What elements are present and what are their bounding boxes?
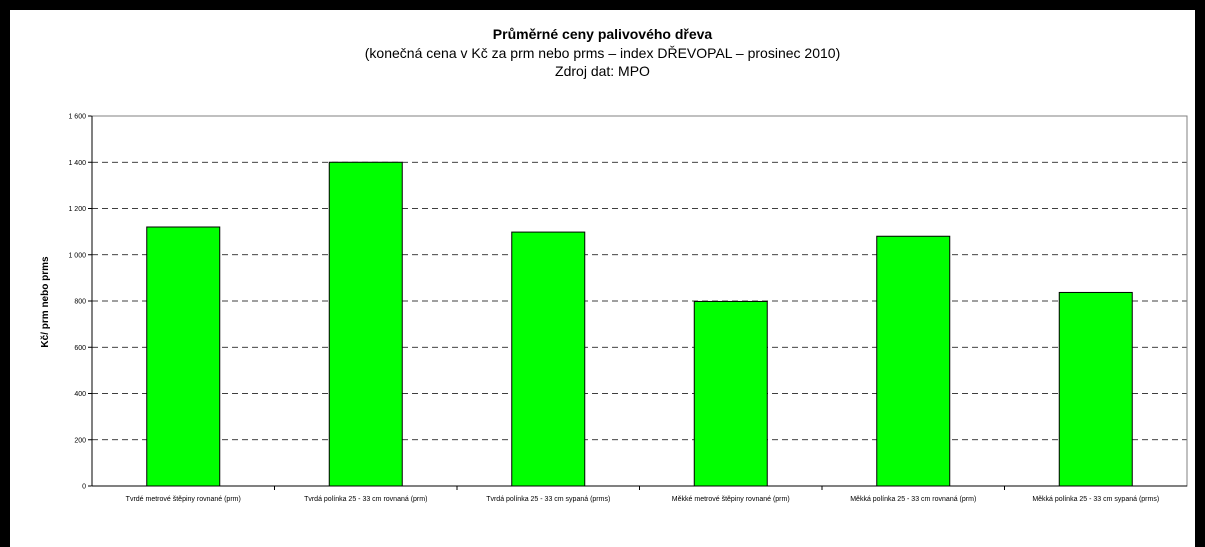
bar	[511, 231, 586, 487]
bar	[328, 161, 403, 487]
y-tick-label: 1 000	[68, 252, 86, 259]
chart-subtitle: (konečná cena v Kč za prm nebo prms – in…	[364, 45, 841, 61]
y-tick-label: 400	[74, 391, 86, 398]
y-tick-label: 1 200	[68, 206, 86, 213]
bars	[146, 161, 1133, 487]
y-axis-label: Kč/ prm nebo prms	[40, 256, 51, 348]
y-tick-label: 200	[74, 437, 86, 444]
bar	[876, 235, 951, 487]
x-category-label: Tvrdé metrové štěpiny rovnané (prm)	[126, 496, 241, 503]
bar	[693, 300, 768, 487]
chart-title: Průměrné ceny palivového dřeva	[492, 26, 713, 42]
x-category-labels: Tvrdé metrové štěpiny rovnané (prm) Tvrdá…	[126, 496, 1159, 503]
y-tick-label: 600	[74, 345, 86, 352]
y-tick-label: 800	[74, 299, 86, 306]
y-tick-label: 1 600	[68, 114, 86, 121]
y-tick-label: 1 400	[68, 160, 86, 167]
x-category-label: Tvrdá polínka 25 - 33 cm rovnaná (prm)	[304, 496, 427, 503]
x-category-label: Měkká polínka 25 - 33 cm rovnaná (prm)	[850, 496, 976, 503]
gridlines	[92, 161, 1187, 441]
x-category-label: Měkká polínka 25 - 33 cm sypaná (prms)	[1032, 496, 1159, 503]
axes	[88, 115, 1188, 490]
y-tick-label: 0	[82, 484, 86, 491]
bar	[146, 226, 221, 487]
x-category-label: Tvrdá polínka 25 - 33 cm sypaná (prms)	[486, 496, 610, 503]
y-tick-labels: 0 200 400 600 800 1 000 1 200 1 400 1 600	[68, 114, 86, 491]
chart-source: Zdroj dat: MPO	[555, 63, 650, 79]
x-category-label: Měkké metrové štěpiny rovnané (prm)	[672, 496, 790, 503]
bar	[1058, 291, 1133, 487]
